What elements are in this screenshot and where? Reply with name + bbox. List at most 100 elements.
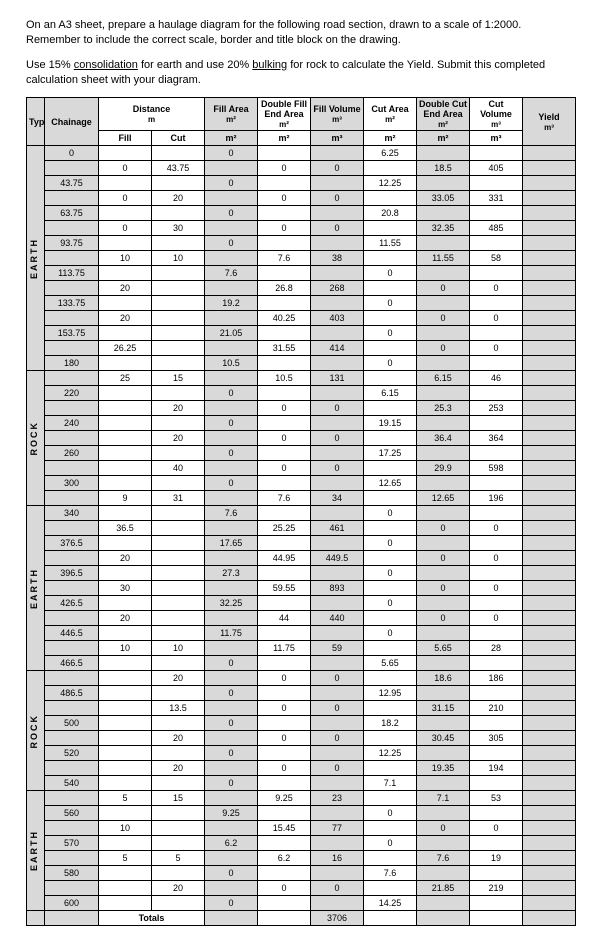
dfe-cell: 10.5: [258, 371, 311, 386]
dfe-cell: [258, 146, 311, 161]
chainage-cell: [45, 251, 99, 266]
fill-dist-cell: [99, 761, 152, 776]
cut-area-cell: 11.55: [364, 236, 417, 251]
cut-dist-cell: [152, 611, 205, 626]
fill-dist-cell: [99, 536, 152, 551]
fill-vol-cell: [311, 206, 364, 221]
cut-area-cell: [364, 281, 417, 296]
cut-vol-cell: [470, 686, 523, 701]
cut-vol-cell: [470, 776, 523, 791]
cut-vol-cell: 0: [470, 281, 523, 296]
cut-area-cell: [364, 161, 417, 176]
fill-vol-cell: [311, 236, 364, 251]
cut-dist-cell: [152, 326, 205, 341]
cut-area-cell: 0: [364, 356, 417, 371]
fill-dist-cell: [99, 836, 152, 851]
dce-cell: [417, 746, 470, 761]
fill-vol-cell: 414: [311, 341, 364, 356]
dfe-cell: [258, 476, 311, 491]
chainage-cell: [45, 701, 99, 716]
cut-dist-cell: [152, 146, 205, 161]
fill-area-cell: [205, 731, 258, 746]
fill-vol-cell: [311, 506, 364, 521]
yield-cell: [523, 206, 576, 221]
cut-vol-cell: 219: [470, 881, 523, 896]
chainage-cell: [45, 641, 99, 656]
cut-area-cell: 18.2: [364, 716, 417, 731]
cut-vol-cell: 19: [470, 851, 523, 866]
table-row: 260017.25: [27, 446, 576, 461]
fill-area-cell: 11.75: [205, 626, 258, 641]
yield-cell: [523, 491, 576, 506]
yield-cell: [523, 581, 576, 596]
table-row: 556.2167.619: [27, 851, 576, 866]
table-row: 466.505.65: [27, 656, 576, 671]
table-row: 600014.25: [27, 896, 576, 911]
yield-cell: [523, 791, 576, 806]
dfe-cell: 40.25: [258, 311, 311, 326]
chainage-cell: [45, 221, 99, 236]
cut-vol-cell: 0: [470, 581, 523, 596]
cut-vol-cell: [470, 716, 523, 731]
cut-dist-cell: [152, 581, 205, 596]
cut-area-cell: [364, 371, 417, 386]
fill-dist-cell: 9: [99, 491, 152, 506]
table-row: 200021.85219: [27, 881, 576, 896]
chainage-cell: [45, 431, 99, 446]
hdr-dfe: Double Fill End Aream²: [258, 98, 311, 131]
table-row: 2044.95449.500: [27, 551, 576, 566]
dce-cell: 21.85: [417, 881, 470, 896]
chainage-cell: 486.5: [45, 686, 99, 701]
dfe-cell: 11.75: [258, 641, 311, 656]
table-row: 13.50031.15210: [27, 701, 576, 716]
dfe-cell: 44: [258, 611, 311, 626]
dce-cell: 0: [417, 341, 470, 356]
dce-cell: 7.6: [417, 851, 470, 866]
chainage-cell: 446.5: [45, 626, 99, 641]
fill-area-cell: 0: [205, 416, 258, 431]
yield-cell: [523, 641, 576, 656]
table-row: 43.75012.25: [27, 176, 576, 191]
hdr-yield: Yieldm³: [523, 98, 576, 146]
chainage-cell: [45, 491, 99, 506]
chainage-cell: [45, 851, 99, 866]
yield-cell: [523, 821, 576, 836]
type-cell: ROCK: [27, 371, 45, 506]
cut-area-cell: 0: [364, 626, 417, 641]
table-row: 5609.250: [27, 806, 576, 821]
dce-cell: 0: [417, 311, 470, 326]
yield-cell: [523, 446, 576, 461]
cut-area-cell: 0: [364, 296, 417, 311]
fill-vol-cell: [311, 536, 364, 551]
fill-area-cell: 21.05: [205, 326, 258, 341]
cut-area-cell: [364, 311, 417, 326]
cut-area-cell: [364, 521, 417, 536]
dfe-cell: 0: [258, 881, 311, 896]
fill-area-cell: 17.65: [205, 536, 258, 551]
fill-vol-cell: [311, 686, 364, 701]
yield-cell: [523, 851, 576, 866]
dce-cell: [417, 686, 470, 701]
table-row: 200025.3253: [27, 401, 576, 416]
totals-label: Totals: [99, 911, 205, 926]
cut-vol-cell: 364: [470, 431, 523, 446]
dfe-cell: 0: [258, 701, 311, 716]
fill-dist-cell: 10: [99, 251, 152, 266]
hdr-fillarea2: m²: [205, 131, 258, 146]
dce-cell: 5.65: [417, 641, 470, 656]
fill-dist-cell: 10: [99, 641, 152, 656]
instruction-p2: Use 15% consolidation for earth and use …: [26, 58, 576, 88]
dce-cell: [417, 146, 470, 161]
dfe-cell: 15.45: [258, 821, 311, 836]
yield-cell: [523, 671, 576, 686]
cut-area-cell: [364, 881, 417, 896]
cut-area-cell: 20.8: [364, 206, 417, 221]
dfe-cell: 0: [258, 161, 311, 176]
fill-dist-cell: [99, 656, 152, 671]
fill-dist-cell: 0: [99, 191, 152, 206]
fill-vol-cell: 0: [311, 431, 364, 446]
fill-dist-cell: [99, 416, 152, 431]
chainage-cell: [45, 821, 99, 836]
cut-dist-cell: 20: [152, 431, 205, 446]
cut-area-cell: [364, 791, 417, 806]
